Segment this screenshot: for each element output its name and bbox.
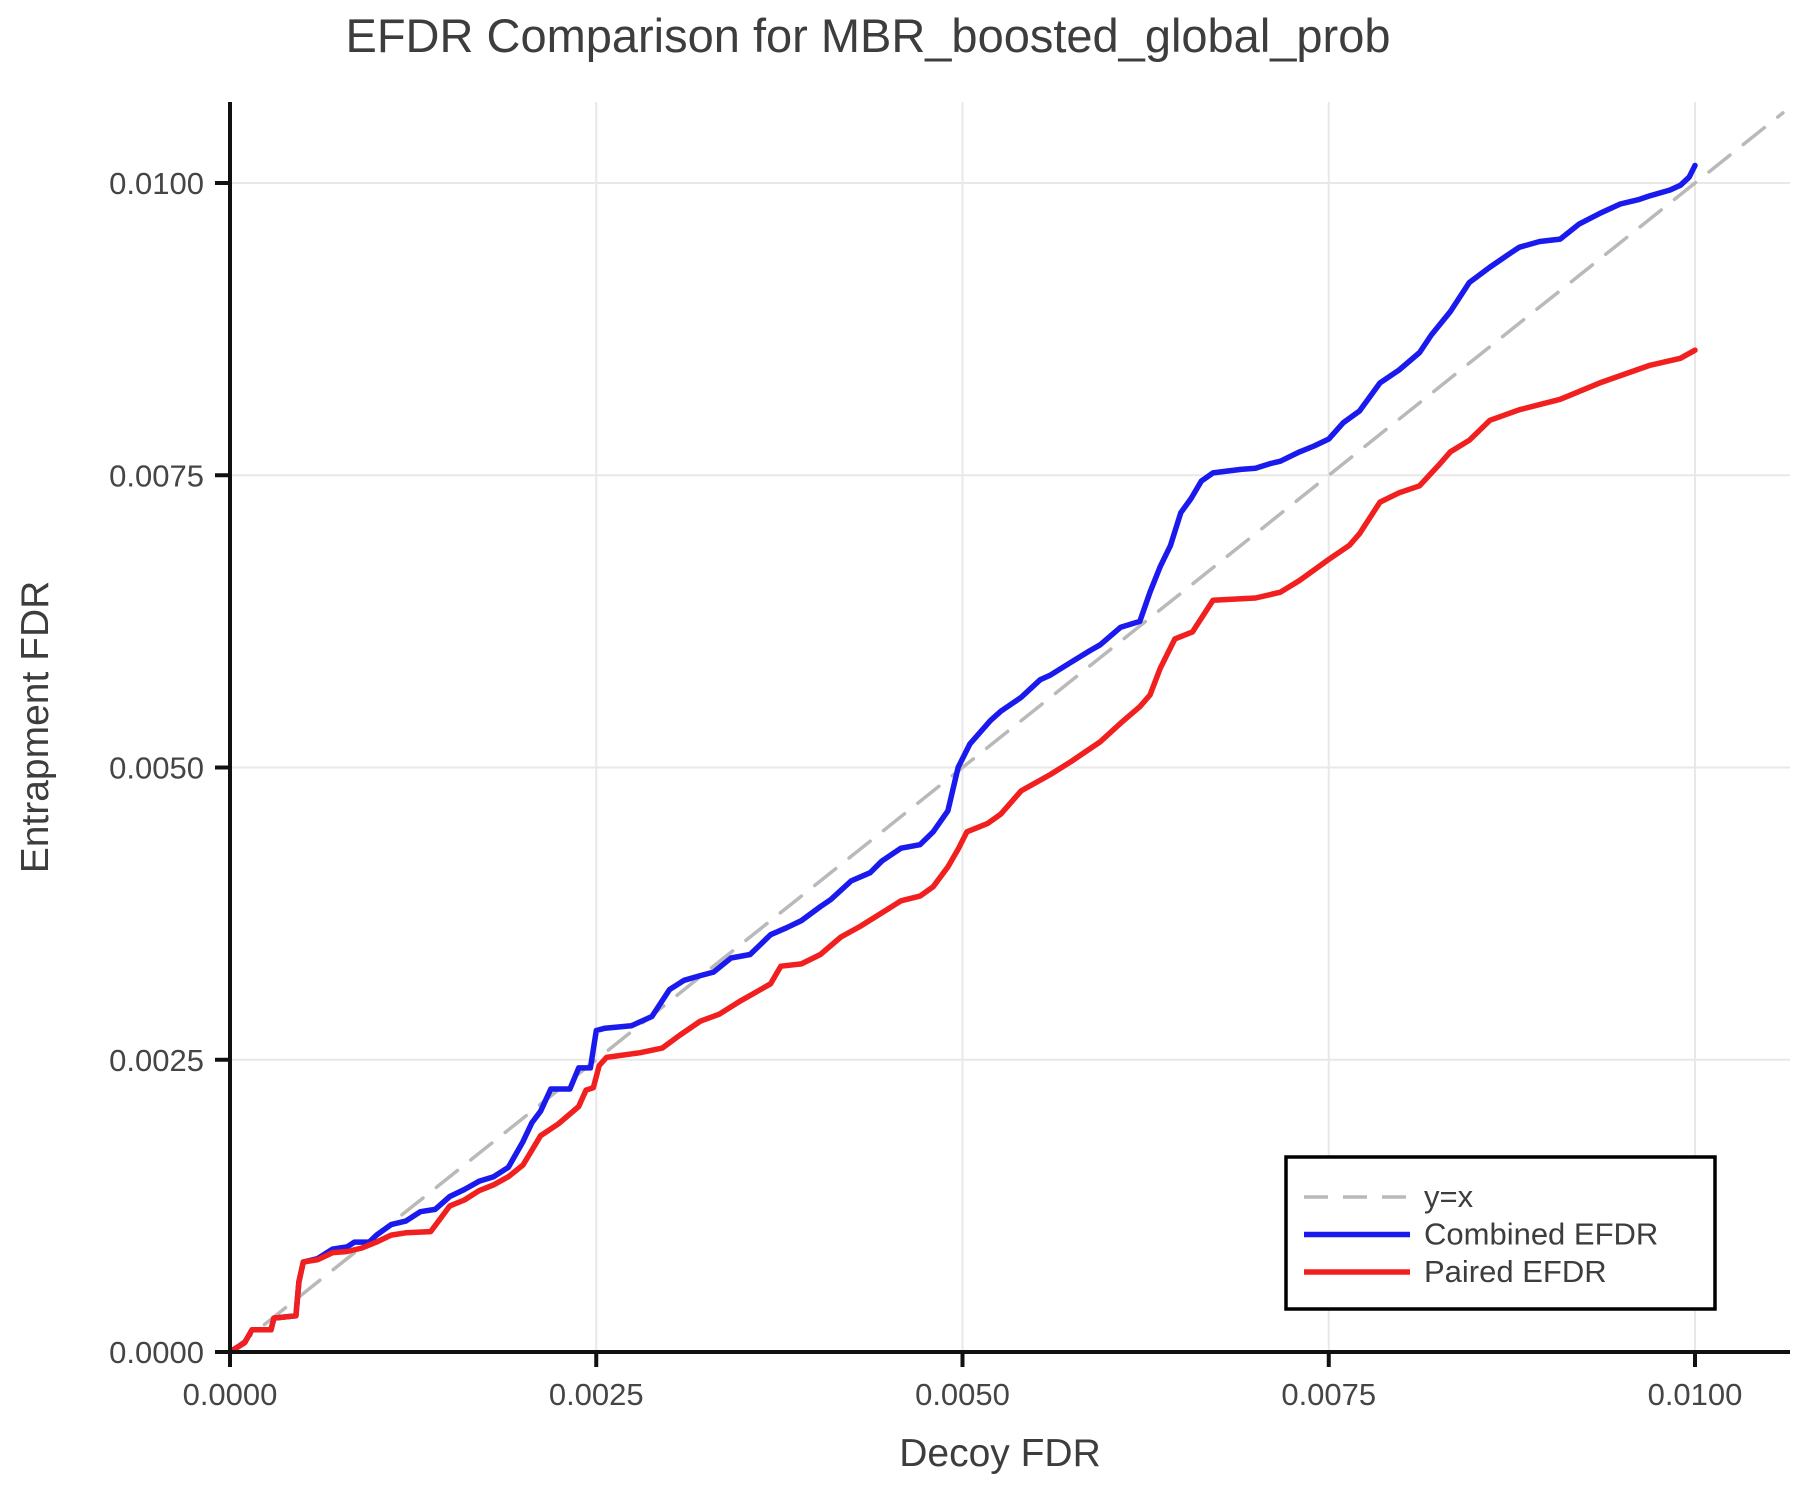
legend-label: Combined EFDR (1424, 1217, 1658, 1252)
y-tick-label: 0.0075 (109, 458, 204, 493)
x-tick-label: 0.0025 (549, 1377, 644, 1412)
x-axis-label: Decoy FDR (899, 1432, 1101, 1475)
y-tick-label: 0.0050 (109, 751, 204, 786)
chart-title: EFDR Comparison for MBR_boosted_global_p… (346, 9, 1391, 62)
x-tick-label: 0.0000 (183, 1377, 278, 1412)
legend-label: Paired EFDR (1424, 1254, 1607, 1289)
y-axis-label: Entrapment FDR (14, 581, 57, 874)
series-layer (227, 111, 1785, 1355)
combined-efdr-line (227, 162, 1698, 1355)
legend-label: y=x (1424, 1179, 1474, 1214)
x-tick-label: 0.0075 (1281, 1377, 1376, 1412)
x-tick-label: 0.0100 (1648, 1377, 1743, 1412)
axes-layer (215, 102, 1790, 1367)
grid-layer (230, 102, 1790, 1352)
x-tick-label: 0.0050 (915, 1377, 1010, 1412)
paired-efdr-line (227, 347, 1698, 1355)
identity-line (228, 111, 1785, 1354)
tick-label-layer: 0.0000 0.0025 0.0050 0.0075 0.0100 0.0000 0.00… (109, 166, 1742, 1412)
y-tick-label: 0.0100 (109, 166, 204, 201)
y-tick-label: 0.0000 (109, 1335, 204, 1370)
y-tick-label: 0.0025 (109, 1043, 204, 1078)
